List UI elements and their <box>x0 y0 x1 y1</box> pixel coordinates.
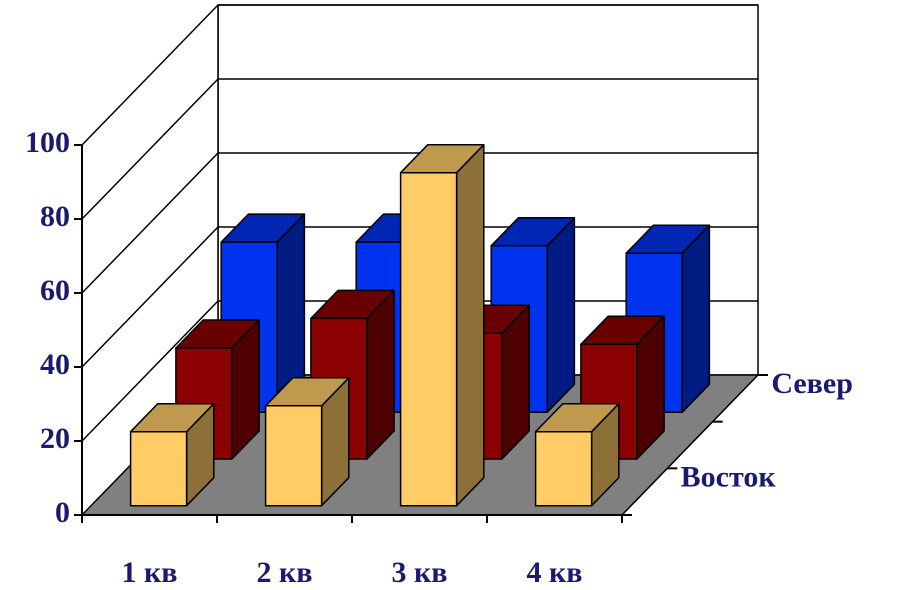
bar-side <box>366 289 395 460</box>
gridline-side <box>81 300 219 442</box>
gridline-side <box>81 226 219 368</box>
bar-front <box>264 405 323 507</box>
series-axis: Восток Север <box>622 367 853 516</box>
category-label: 3 кв <box>392 556 448 589</box>
y-axis: 0 20 40 60 80 100 <box>25 126 83 529</box>
series-label: Север <box>771 367 853 400</box>
bar-front <box>534 430 593 507</box>
gridline-side <box>81 152 219 294</box>
bar-s0-c2 <box>399 143 485 507</box>
category-label: 4 кв <box>527 556 583 589</box>
gridline-side <box>81 4 219 146</box>
series-label: Восток <box>681 461 777 494</box>
bar-front <box>399 171 458 507</box>
bar-s0-c3 <box>534 402 620 507</box>
y-tick-label: 0 <box>55 496 70 529</box>
chart-bars <box>129 143 711 507</box>
gridline-side <box>81 78 219 220</box>
y-tick-label: 80 <box>40 200 70 233</box>
y-tick-label: 60 <box>40 274 70 307</box>
bar-s0-c1 <box>264 377 350 507</box>
y-tick-label: 20 <box>40 422 70 455</box>
bar-s0-c0 <box>129 402 215 507</box>
bar-side <box>546 217 576 414</box>
y-tick-label: 100 <box>25 126 70 159</box>
x-axis: 1 кв 2 кв 3 кв 4 кв <box>81 514 623 589</box>
y-tick-label: 40 <box>40 348 70 381</box>
category-label: 1 кв <box>122 556 178 589</box>
bar-side <box>681 224 711 414</box>
bar-side <box>455 143 485 507</box>
bar-front <box>129 430 188 507</box>
category-label: 2 кв <box>257 556 313 589</box>
